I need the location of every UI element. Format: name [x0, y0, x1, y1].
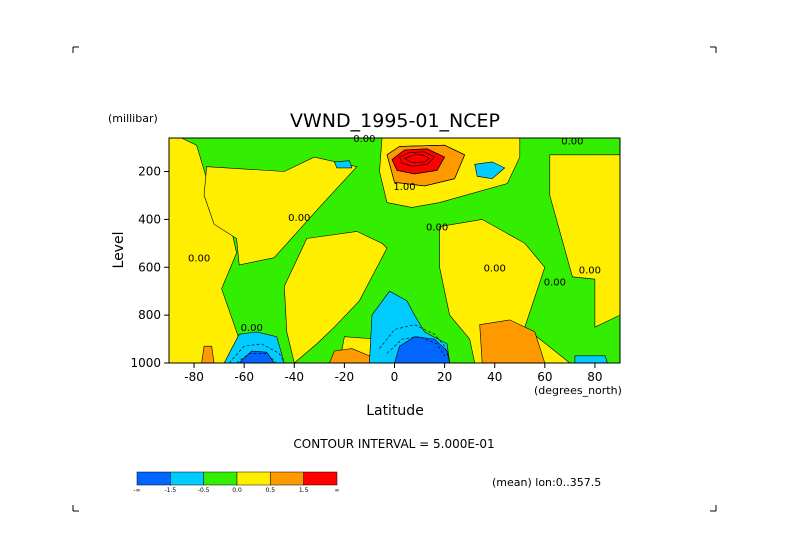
y-tick-label: 800	[138, 308, 161, 322]
contour-line-dashed-4	[379, 324, 450, 361]
y-axis-label: Level	[111, 232, 127, 269]
colorbar: -∞ -1.5 -0.5 0.0 0.5 1.5 ∞	[133, 471, 340, 494]
contour-line-solid-2	[391, 148, 446, 175]
contour-label-5: 0.00	[426, 223, 448, 234]
y-tick-label: 200	[138, 165, 161, 179]
contour-label-7: 0.00	[544, 278, 566, 289]
mean-longitude-text: (mean) lon:0..357.5	[492, 476, 601, 489]
contour-line-dashed-5	[386, 336, 445, 356]
contour-label-2: 0.00	[288, 213, 310, 224]
colorbar-label: 1.5	[299, 487, 309, 494]
contour-label-1: 0.00	[188, 254, 210, 265]
x-axis-label: Latitude	[366, 403, 424, 419]
colorbar-label: -0.5	[198, 487, 210, 494]
contour-label-9: 0.00	[561, 136, 583, 147]
y-tick-label: 600	[138, 260, 161, 274]
contour-region-cyan-14	[474, 161, 506, 180]
colorbar-swatch	[170, 471, 204, 486]
contour-region-cyan-15	[333, 160, 353, 169]
colorbar-label: ∞	[335, 487, 340, 494]
x-tick-label: -20	[335, 370, 355, 384]
contour-line-solid-3	[386, 144, 466, 187]
colorbar-label: -1.5	[164, 487, 176, 494]
contour-label-layer: 0.00 0.00 0.00 0.00 1.00 0.00 0.00 0.00 0.00 0.00	[188, 134, 601, 334]
contour-region-orange-8	[479, 319, 546, 363]
x-tick-label: -60	[234, 370, 254, 384]
colorbar-swatch	[303, 471, 338, 486]
x-tick-label: -80	[184, 370, 204, 384]
corner-mark-bottom-right	[710, 505, 717, 512]
x-tick-label: 0	[391, 370, 399, 384]
contour-region-cyan-16	[574, 355, 608, 363]
x-tick-label: 40	[487, 370, 502, 384]
contour-region-yellow-4	[439, 219, 571, 363]
contour-region-yellow-5	[549, 154, 620, 328]
colorbar-swatch	[236, 471, 271, 486]
contour-label-0: 0.00	[241, 323, 263, 334]
x-tick-label: 60	[537, 370, 552, 384]
y-tick-label: 1000	[130, 356, 161, 370]
contour-label-6: 0.00	[484, 263, 506, 274]
colorbar-label: -∞	[133, 487, 140, 494]
contour-line-dashed-7	[236, 353, 277, 363]
x-tick-label: 80	[587, 370, 602, 384]
contour-region-yellow-2	[283, 231, 388, 363]
contour-region-orange-10	[201, 345, 215, 363]
contour-region-yellow-1	[203, 156, 358, 266]
corner-marks	[72, 46, 717, 512]
x-tick-label: -40	[284, 370, 304, 384]
x-tick-label: 20	[437, 370, 452, 384]
y-tick-label: 400	[138, 212, 161, 226]
contour-interval-text: CONTOUR INTERVAL = 5.000E-01	[293, 437, 494, 451]
y-unit-label: (millibar)	[108, 112, 158, 125]
contour-fill-layer	[169, 138, 620, 363]
colorbar-label: 0.0	[232, 487, 242, 494]
contour-line-solid-0	[399, 151, 436, 167]
contour-region-blue-18	[238, 350, 275, 363]
colorbar-swatch	[270, 471, 304, 486]
axes-layer: -80 -60 -40 -20 0 20 40 60 80 200 400 600 800 1000	[130, 165, 602, 384]
contour-line-layer	[228, 144, 466, 363]
colorbar-swatch	[203, 471, 238, 486]
colorbar-label: 0.5	[266, 487, 276, 494]
colorbar-swatch	[136, 471, 171, 486]
contour-region-cyan-13	[223, 331, 285, 363]
contour-line-solid-1	[404, 154, 431, 164]
x-unit-label: (degrees_north)	[534, 384, 622, 397]
contour-line-dashed-6	[228, 343, 285, 363]
contour-label-8: 0.00	[579, 266, 601, 277]
contour-label-3: 0.00	[353, 134, 375, 145]
corner-mark-bottom-left	[72, 505, 79, 512]
corner-mark-top-right	[710, 46, 717, 53]
corner-mark-top-left	[72, 46, 79, 53]
chart-title: VWND_1995-01_NCEP	[290, 110, 500, 132]
contour-label-4: 1.00	[393, 182, 415, 193]
